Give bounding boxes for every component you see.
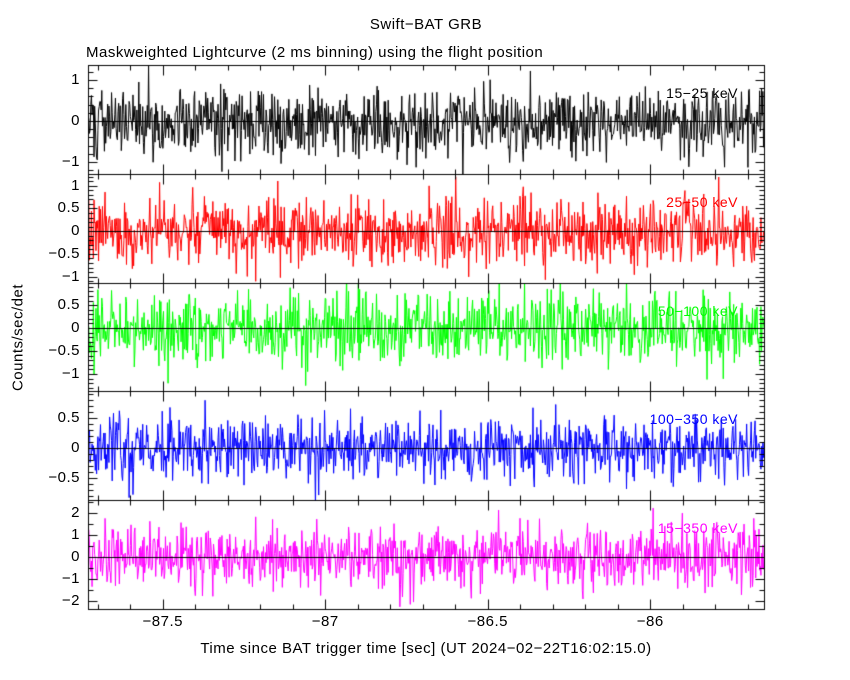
- y-tick-label: −1: [61, 152, 80, 170]
- y-tick-label: −2: [61, 592, 80, 610]
- y-tick-label: 2: [71, 503, 80, 521]
- x-tick-label: −86.5: [467, 613, 508, 630]
- y-tick-label: −0.5: [48, 468, 80, 486]
- y-tick-label: −1: [61, 364, 80, 382]
- y-tick-label: −1: [61, 570, 80, 588]
- energy-band-label: 15−25 keV: [666, 85, 738, 101]
- y-tick-label: 0.5: [57, 199, 80, 217]
- x-axis-label: Time since BAT trigger time [sec] (UT 20…: [200, 640, 652, 657]
- x-tick-label: −86: [636, 613, 664, 630]
- y-tick-label: 0: [71, 438, 80, 456]
- y-tick-label: 0: [71, 112, 80, 130]
- energy-band-label: 15−350 keV: [657, 520, 738, 537]
- x-tick-label: −87: [311, 613, 339, 630]
- y-tick-label: −0.5: [48, 342, 80, 359]
- y-tick-label: −0.5: [48, 244, 80, 262]
- y-tick-label: 0: [71, 548, 80, 566]
- y-tick-label: 0.5: [57, 408, 80, 426]
- x-tick-label: −87.5: [142, 613, 183, 630]
- plot-subtitle: Maskweighted Lightcurve (2 ms binning) u…: [86, 44, 544, 61]
- energy-band-label: 100−350 keV: [649, 411, 738, 428]
- y-tick-label: 1: [71, 525, 80, 543]
- energy-band-label: 50−100 keV: [657, 302, 738, 319]
- plot-title: Swift−BAT GRB: [369, 16, 483, 33]
- y-tick-label: 1: [71, 71, 80, 89]
- y-tick-label: 0: [71, 222, 80, 240]
- energy-band-label: 25−50 keV: [666, 193, 738, 210]
- y-tick-label: −1: [61, 267, 80, 285]
- y-tick-label: 0: [71, 319, 80, 337]
- y-tick-label: 0.5: [57, 296, 80, 314]
- y-tick-label: 1: [71, 176, 80, 194]
